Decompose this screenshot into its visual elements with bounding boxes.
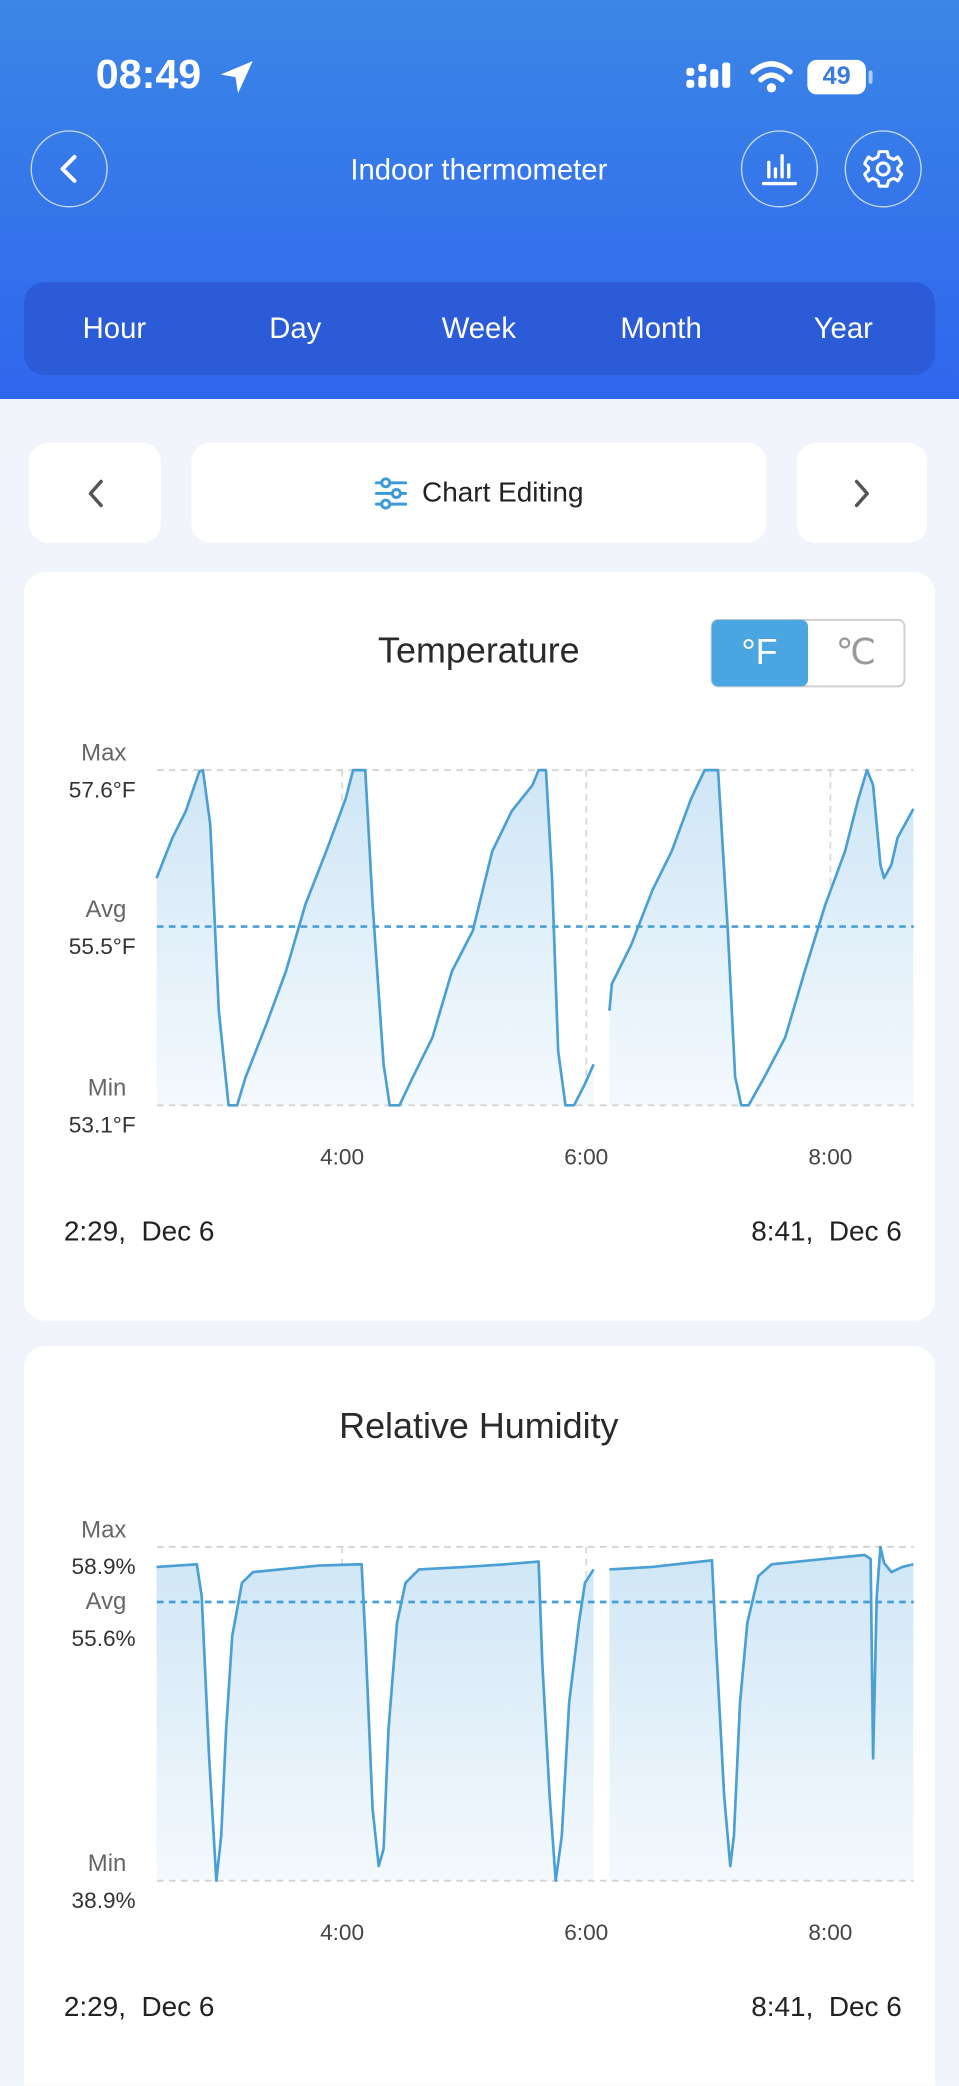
- toolbar-label: Chart Editing: [422, 476, 584, 508]
- stats-button[interactable]: [740, 130, 819, 208]
- prev-button[interactable]: [29, 442, 161, 543]
- y-tick-label: 53.1°F: [69, 1113, 136, 1138]
- y-tick-name: Avg: [86, 1588, 127, 1615]
- y-tick-name: Min: [88, 1075, 127, 1102]
- y-tick-label: 55.6%: [72, 1626, 136, 1651]
- next-icon: [854, 479, 869, 507]
- x-tick-label: 8:00: [808, 1920, 852, 1945]
- prev-icon: [88, 479, 103, 507]
- y-tick-label: 57.6°F: [69, 777, 136, 802]
- y-tick-name: Max: [81, 1516, 126, 1543]
- settings-icon: [863, 150, 904, 188]
- y-tick-name: Min: [88, 1850, 127, 1877]
- back-button[interactable]: [30, 130, 108, 208]
- signal-icon: [686, 62, 731, 88]
- tab[interactable]: Day: [269, 311, 322, 345]
- chart-editing-button[interactable]: Chart Editing: [191, 442, 767, 543]
- tab[interactable]: Week: [441, 311, 516, 345]
- sliders-icon: [375, 476, 408, 509]
- y-tick-label: 38.9%: [72, 1888, 136, 1913]
- battery: 49: [807, 59, 866, 95]
- y-tick-label: 55.5°F: [69, 934, 136, 959]
- data-line: [156, 1545, 914, 1883]
- unit-option[interactable]: °F: [741, 631, 777, 672]
- wifi-icon: [750, 61, 793, 93]
- x-tick-label: 4:00: [320, 1920, 364, 1945]
- tab[interactable]: Month: [620, 311, 702, 345]
- chart-title: Relative Humidity: [339, 1405, 618, 1446]
- location-icon: [220, 61, 253, 94]
- chart-title: Temperature: [378, 630, 580, 671]
- data-line: [155, 768, 915, 1107]
- header-title: Indoor thermometer: [350, 152, 608, 187]
- y-tick-label: 58.9%: [72, 1554, 136, 1579]
- area-fill: [156, 770, 914, 1106]
- x-tick-label: 6:00: [564, 1920, 608, 1945]
- x-tick-label: 4:00: [320, 1144, 364, 1169]
- battery-tip: [868, 70, 873, 84]
- back-icon: [60, 154, 77, 183]
- end-time-label: 8:41, Dec 6: [751, 1991, 902, 2022]
- unit-selected: [711, 619, 809, 687]
- tab[interactable]: Year: [813, 311, 873, 345]
- stats-icon: [761, 153, 798, 186]
- start-time-label: 2:29, Dec 6: [64, 1991, 215, 2022]
- end-time-label: 8:41, Dec 6: [751, 1215, 902, 1246]
- x-tick-label: 8:00: [808, 1144, 852, 1169]
- unit-option[interactable]: ℃: [836, 631, 876, 672]
- settings-button[interactable]: [844, 130, 922, 208]
- y-tick-name: Avg: [86, 896, 127, 923]
- x-tick-label: 6:00: [564, 1144, 608, 1169]
- tab[interactable]: Hour: [82, 311, 147, 345]
- start-time-label: 2:29, Dec 6: [64, 1215, 215, 1246]
- next-button[interactable]: [796, 442, 928, 543]
- status-time: 08:49: [95, 50, 202, 98]
- y-tick-name: Max: [81, 739, 126, 766]
- range-tabs: Hour Day Week Month Year: [23, 281, 936, 376]
- area-fill: [156, 1546, 914, 1881]
